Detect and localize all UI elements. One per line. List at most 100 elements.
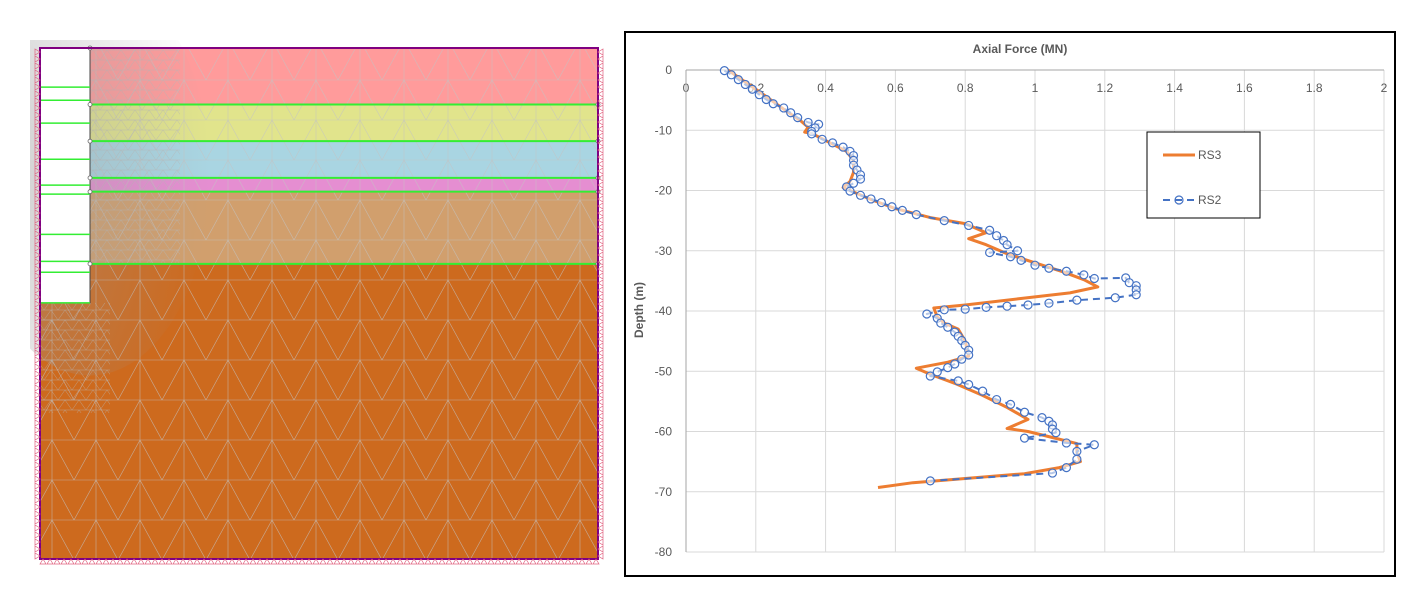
- left-roller-support: [34, 454, 41, 462]
- base-pin-support: [193, 558, 201, 565]
- data-point-rs2: [793, 112, 803, 123]
- right-roller-support: [597, 272, 604, 280]
- left-roller-support: [34, 167, 41, 175]
- base-pin-support: [529, 558, 537, 565]
- right-roller-support: [597, 104, 604, 112]
- base-pin-support: [312, 558, 320, 565]
- right-roller-support: [597, 363, 604, 371]
- left-roller-support: [34, 349, 41, 357]
- x-tick-label: 1.2: [1096, 81, 1113, 95]
- right-roller-support: [597, 349, 604, 357]
- data-point-rs2: [1037, 413, 1047, 423]
- chart-grid: [685, 69, 1385, 553]
- right-roller-support: [597, 139, 604, 147]
- y-axis-label: Depth (m): [632, 282, 646, 338]
- data-point-rs2: [838, 142, 848, 152]
- x-tick-label: 1.4: [1166, 81, 1183, 95]
- left-roller-support: [34, 300, 41, 308]
- data-point-rs2: [932, 367, 942, 377]
- data-point-rs2: [1072, 446, 1082, 456]
- base-pin-support: [396, 558, 404, 565]
- right-roller-support: [597, 286, 604, 294]
- data-point-rs2: [1079, 270, 1089, 280]
- left-roller-support: [34, 552, 41, 560]
- base-pin-support: [305, 558, 313, 565]
- data-point-rs2: [1061, 266, 1072, 276]
- left-roller-support: [34, 538, 41, 546]
- right-roller-support: [597, 118, 604, 126]
- base-pin-support: [123, 558, 131, 565]
- pile-node: [87, 261, 93, 267]
- data-point-rs2: [960, 304, 970, 314]
- left-roller-support: [34, 461, 41, 469]
- base-pin-support: [39, 558, 47, 565]
- left-roller-support: [34, 419, 41, 427]
- right-roller-support: [597, 433, 604, 441]
- base-pin-support: [158, 558, 166, 565]
- model-boundary: [39, 47, 599, 560]
- data-point-rs2: [1030, 260, 1040, 270]
- left-roller-support: [34, 503, 41, 511]
- right-roller-support: [597, 244, 604, 252]
- data-point-rs2: [1002, 301, 1012, 311]
- base-pin-support: [228, 558, 236, 565]
- base-pin-support: [592, 558, 600, 565]
- legend-box: [1146, 131, 1261, 219]
- data-point-rs2: [1019, 433, 1030, 443]
- base-pin-support: [403, 558, 411, 565]
- right-roller-support: [597, 167, 604, 175]
- base-pin-support: [452, 558, 460, 565]
- left-roller-support: [34, 272, 41, 280]
- base-pin-support: [151, 558, 159, 565]
- left-roller-support: [34, 62, 41, 70]
- data-point-rs2: [754, 90, 764, 100]
- left-roller-support: [34, 76, 41, 84]
- data-point-rs2: [992, 394, 1002, 405]
- base-pin-support: [74, 558, 82, 565]
- left-roller-support: [34, 398, 41, 406]
- base-pin-support: [571, 558, 579, 565]
- y-tick-label: -60: [655, 425, 673, 439]
- right-roller-support: [597, 209, 604, 217]
- left-roller-support: [34, 188, 41, 196]
- left-roller-support: [34, 510, 41, 518]
- base-pin-support: [137, 558, 145, 565]
- base-pin-support: [494, 558, 502, 565]
- right-roller-support: [597, 419, 604, 427]
- left-roller-support: [34, 223, 41, 231]
- base-pin-support: [347, 558, 355, 565]
- left-roller-support: [34, 328, 41, 336]
- left-roller-support: [34, 104, 41, 112]
- left-roller-support: [34, 181, 41, 189]
- data-point-rs2: [726, 70, 736, 80]
- y-tick-label: -50: [655, 364, 673, 378]
- right-roller-support: [597, 76, 604, 84]
- series-line-rs3: [727, 68, 1100, 489]
- base-pin-support: [298, 558, 306, 565]
- data-point-rs2: [1131, 290, 1141, 300]
- right-roller-support: [597, 454, 604, 462]
- right-roller-support: [597, 279, 604, 287]
- base-pin-support: [270, 558, 278, 565]
- data-point-rs2: [855, 174, 866, 184]
- data-point-rs2: [1019, 407, 1030, 417]
- base-pin-support: [179, 558, 187, 565]
- data-point-rs2: [1089, 273, 1099, 284]
- base-pin-support: [473, 558, 481, 565]
- left-roller-support: [34, 412, 41, 420]
- base-pin-support: [102, 558, 110, 565]
- data-point-rs2: [1089, 440, 1099, 450]
- left-roller-support: [34, 55, 41, 63]
- data-point-rs2: [925, 371, 935, 381]
- x-tick-label: 0.4: [817, 81, 834, 95]
- data-point-rs2: [964, 220, 974, 231]
- data-point-rs2: [845, 186, 855, 196]
- left-roller-support: [34, 363, 41, 371]
- base-pin-support: [46, 558, 54, 565]
- data-point-rs2: [964, 350, 974, 360]
- data-point-rs2: [897, 205, 907, 215]
- base-pin-support: [235, 558, 243, 565]
- left-roller-support: [34, 517, 41, 525]
- base-pin-support: [249, 558, 257, 565]
- left-roller-support: [34, 531, 41, 539]
